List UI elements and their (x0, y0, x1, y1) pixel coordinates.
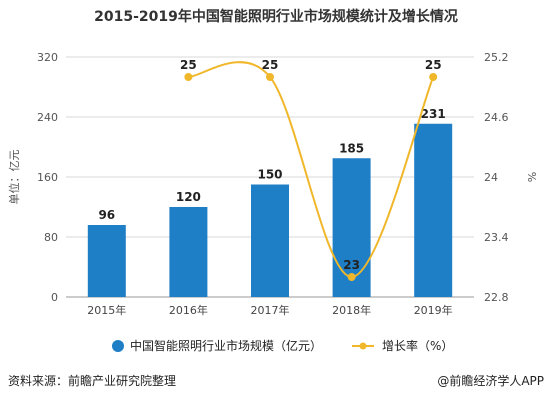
growth-rate-label: 25 (180, 58, 197, 72)
bar (414, 123, 453, 297)
y-right-tick-label: 22.8 (484, 291, 509, 304)
x-tick-label: 2018年 (332, 303, 371, 317)
y-right-tick-label: 25.2 (484, 51, 509, 64)
y-left-tick-label: 0 (51, 291, 58, 304)
bar-value-label: 185 (339, 141, 364, 155)
growth-rate-point (347, 273, 356, 281)
source-note: 资料来源：前瞻产业研究院整理 (8, 374, 177, 388)
x-tick-label: 2019年 (414, 303, 453, 317)
y-left-tick-label: 320 (37, 51, 58, 64)
bar (251, 184, 289, 297)
legend-bar-swatch (112, 340, 124, 352)
bar (169, 207, 208, 297)
legend-line-label: 增长率（%） (382, 338, 453, 353)
y-left-tick-label: 160 (37, 171, 58, 184)
growth-rate-point (429, 73, 438, 81)
legend-bar-label: 中国智能照明行业市场规模（亿元） (130, 338, 322, 353)
y-right-tick-label: 23.4 (484, 231, 509, 244)
bar-value-label: 231 (421, 107, 446, 121)
credit-note: @前瞻经济学人APP (437, 374, 544, 388)
growth-rate-label: 25 (262, 58, 279, 72)
growth-rate-label: 23 (343, 258, 360, 272)
growth-rate-label: 25 (425, 58, 442, 72)
bar-value-label: 120 (176, 190, 201, 204)
bar-value-label: 96 (98, 208, 115, 222)
x-tick-label: 2015年 (87, 303, 126, 317)
x-tick-label: 2016年 (169, 303, 208, 317)
y-left-tick-label: 80 (44, 231, 58, 244)
y-right-tick-label: 24 (484, 171, 498, 184)
bar (87, 225, 126, 297)
y-left-axis-label: 单位：亿元 (7, 150, 21, 205)
legend-line-marker (359, 342, 367, 350)
y-right-tick-label: 24.6 (484, 111, 509, 124)
growth-rate-point (266, 73, 274, 81)
growth-rate-point (184, 73, 193, 81)
y-right-axis-label: % (525, 172, 538, 182)
growth-rate-line (188, 61, 435, 279)
x-tick-label: 2017年 (251, 303, 290, 317)
chart-title: 2015-2019年中国智能照明行业市场规模统计及增长情况 (94, 9, 458, 25)
bar-value-label: 150 (257, 168, 282, 182)
y-left-tick-label: 240 (37, 111, 58, 124)
